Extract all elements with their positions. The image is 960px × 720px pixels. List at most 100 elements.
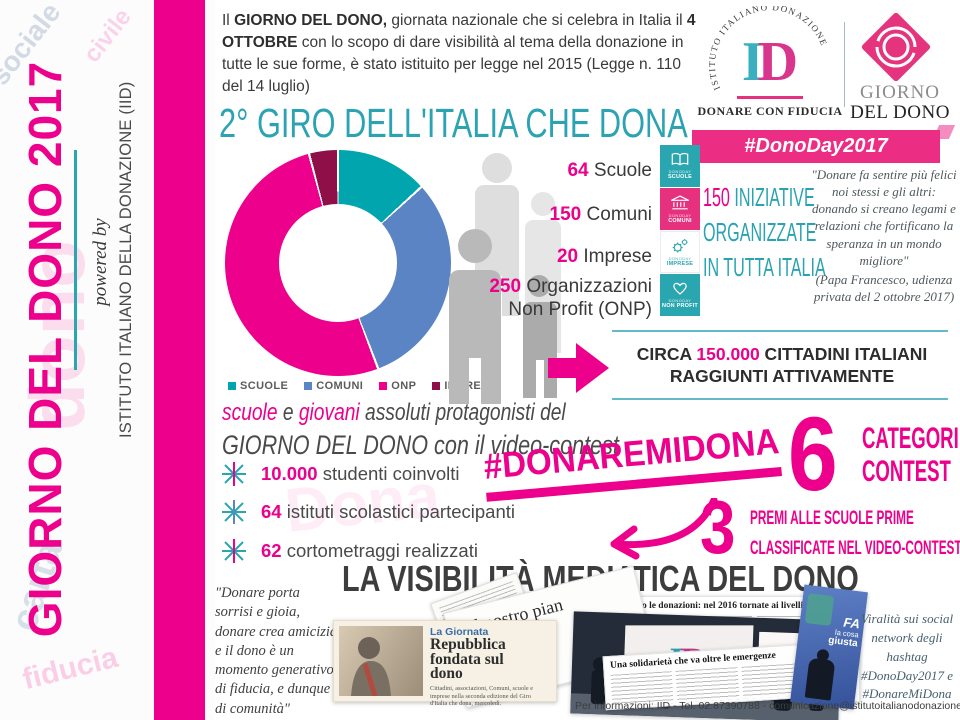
- asterisk-icon: [222, 539, 246, 563]
- bullet-text: 62 cortometraggi realizzati: [261, 540, 478, 562]
- premi-label: PREMI ALLE SCUOLE PRIME CLASSIFICATE NEL…: [750, 504, 960, 564]
- gears-icon: [672, 238, 688, 253]
- event-title-vertical: GIORNO DEL DONO 2017: [19, 60, 71, 638]
- legend-swatch: [432, 382, 441, 390]
- legend-label: COMUNI: [316, 380, 364, 392]
- contest-intro-line2: GIORNO DEL DONO con il video-contest: [222, 430, 619, 460]
- giorno-del-dono-diamond-icon: [856, 10, 934, 87]
- reach-text: CITTADINI ITALIANI: [759, 344, 928, 364]
- legend-label: SCUOLE: [240, 380, 289, 392]
- stat-label: Comuni: [581, 204, 652, 225]
- badge-sub: DONODAY: [668, 298, 692, 303]
- premi-line1: PREMI ALLE SCUOLE PRIME: [750, 508, 914, 529]
- town-hall-icon: [670, 195, 690, 209]
- clipping-body: Cittadini, associazioni, Comuni, scuole …: [430, 685, 534, 708]
- bullet-text: 64 istituti scolastici partecipanti: [261, 501, 515, 523]
- quote-text: "Donare fa sentire più felici noi stessi…: [811, 167, 957, 268]
- badge-scuole: DONODAY SCUOLE: [660, 145, 700, 187]
- bullet-number: 62: [261, 540, 282, 561]
- clipping-photo: [339, 626, 423, 696]
- stat-value: 64: [567, 160, 589, 181]
- legend-item: COMUNI: [304, 380, 363, 392]
- iid-tagline: DONARE CON FIDUCIA: [697, 104, 843, 118]
- stat-value: 150: [549, 204, 582, 225]
- intro-bold-event: GIORNO DEL DONO,: [234, 12, 388, 29]
- bullet-number: 10.000: [261, 463, 318, 484]
- bullet-cortometraggi: 62 cortometraggi realizzati: [220, 537, 478, 565]
- categorie-label: CATEGORIE CONTEST: [862, 422, 960, 488]
- iid-letter-i: I: [741, 31, 764, 93]
- iniziative-number: 150: [703, 182, 730, 212]
- iniziative-line2: ORGANIZZATE: [703, 217, 817, 247]
- clipping-headline: Repubblica fondata sul dono: [430, 636, 506, 683]
- giorno-logo-line2: DEL DONO: [850, 102, 950, 123]
- reach-statement: CIRCA 150.000 CITTADINI ITALIANI RAGGIUN…: [614, 344, 950, 388]
- bullet-text: 10.000 studenti coinvolti: [261, 463, 460, 485]
- stat-value: 250: [489, 276, 522, 297]
- premi-line2: CLASSIFICATE NEL VIDEO-CONTEST: [750, 538, 960, 559]
- badge-label: SCUOLE: [667, 174, 693, 180]
- legend-swatch: [304, 382, 313, 390]
- stat-label: Scuole: [588, 160, 652, 181]
- intro-text: Il: [222, 12, 235, 29]
- legend-item: SCUOLE: [228, 380, 288, 392]
- quote-text: "Donare porta sorrisi e gioia, donare cr…: [215, 585, 341, 717]
- contest-intro-giovani: giovani: [298, 399, 360, 426]
- powered-by-label: powered by: [90, 218, 111, 306]
- legend-label: ONP: [391, 380, 417, 392]
- asterisk-icon: [222, 462, 246, 486]
- seated-figure-graphic: [804, 657, 836, 701]
- stat-comuni: 150 Comuni: [550, 204, 652, 226]
- mattarella-quote: "Donare porta sorrisi e gioia, donare cr…: [215, 584, 341, 720]
- badge-comuni: DONODAY COMUNI: [660, 188, 700, 230]
- contest-intro-line1: scuole e giovani assoluti protagonisti d…: [222, 399, 619, 427]
- premi-number: 3: [700, 485, 736, 569]
- badge-nonprofit: DONODAY NON PROFIT: [660, 274, 700, 316]
- categorie-line2: CONTEST: [862, 455, 951, 488]
- iid-letter-d: D: [757, 31, 799, 93]
- photo-figure-graphic: [351, 637, 391, 696]
- legend-item: ONP: [379, 380, 416, 392]
- heart-icon: [673, 282, 687, 295]
- teal-rule-bottom: [612, 398, 948, 400]
- quote-source: (Papa Francesco, udienza privata del 2 o…: [813, 271, 955, 305]
- family-silhouettes-graphic: [449, 153, 561, 404]
- giorno-logo-line1: GIORNO: [860, 82, 940, 103]
- intro-paragraph: Il GIORNO DEL DONO, giornata nazionale c…: [222, 10, 702, 98]
- organization-name-vertical: ISTITUTO ITALIANO DELLA DONAZIONE (IID): [117, 81, 135, 439]
- badge-label: COMUNI: [668, 217, 692, 224]
- fa-line3: giusta: [827, 634, 859, 649]
- stat-onp: 250 Organizzazioni: [489, 276, 652, 298]
- bullet-label: istituti scolastici partecipanti: [281, 501, 515, 522]
- section-heading-giro: 2° GIRO DELL'ITALIA CHE DONA: [219, 100, 688, 146]
- reach-text: CIRCA: [636, 344, 697, 364]
- clipping-text-column: La Giornata Repubblica fondata sul dono …: [430, 626, 551, 707]
- bullet-label: studenti coinvolti: [317, 463, 460, 484]
- curved-arrow-icon: [610, 498, 718, 560]
- donut-chart-hole: [279, 204, 397, 322]
- watermark-text: civile: [78, 3, 137, 68]
- badge-sub: DONODAY: [668, 169, 692, 174]
- footer-contact-info: Per informazioni: IID - Tel. 02.87390788…: [575, 700, 960, 712]
- legend-swatch: [379, 382, 388, 390]
- intro-text: giornata nazionale che si celebra in Ita…: [387, 12, 687, 29]
- asterisk-icon: [222, 500, 246, 524]
- contest-intro-text: assoluti protagonisti del: [359, 399, 566, 426]
- badge-sub: DONODAY: [668, 255, 692, 261]
- intro-bold-date: 4 OTTOBRE: [222, 12, 696, 51]
- iniziative-line3: IN TUTTA ITALIA: [703, 252, 826, 282]
- iid-logo: ISTITUTO ITALIANO DONAZIONE ID DONARE CO…: [697, 2, 842, 126]
- stat-label: Organizzazioni: [521, 276, 652, 297]
- right-arrow-icon: [548, 343, 609, 393]
- donoday-ribbon: #DonoDay2017: [692, 130, 940, 163]
- stat-label: Imprese: [578, 246, 652, 267]
- reach-text-line2: RAGGIUNTI ATTIVAMENTE: [669, 365, 895, 386]
- iniziative-text: INIZIATIVE: [729, 182, 815, 212]
- reach-number: 150.000: [696, 344, 760, 364]
- logo-divider-line: [844, 22, 845, 107]
- contest-intro-text: e: [277, 399, 299, 426]
- teal-rule-top: [612, 330, 948, 332]
- bullet-number: 64: [261, 501, 282, 522]
- badge-sub: DONODAY: [668, 212, 692, 218]
- iniziative-line1: 150 INIZIATIVE: [703, 180, 826, 215]
